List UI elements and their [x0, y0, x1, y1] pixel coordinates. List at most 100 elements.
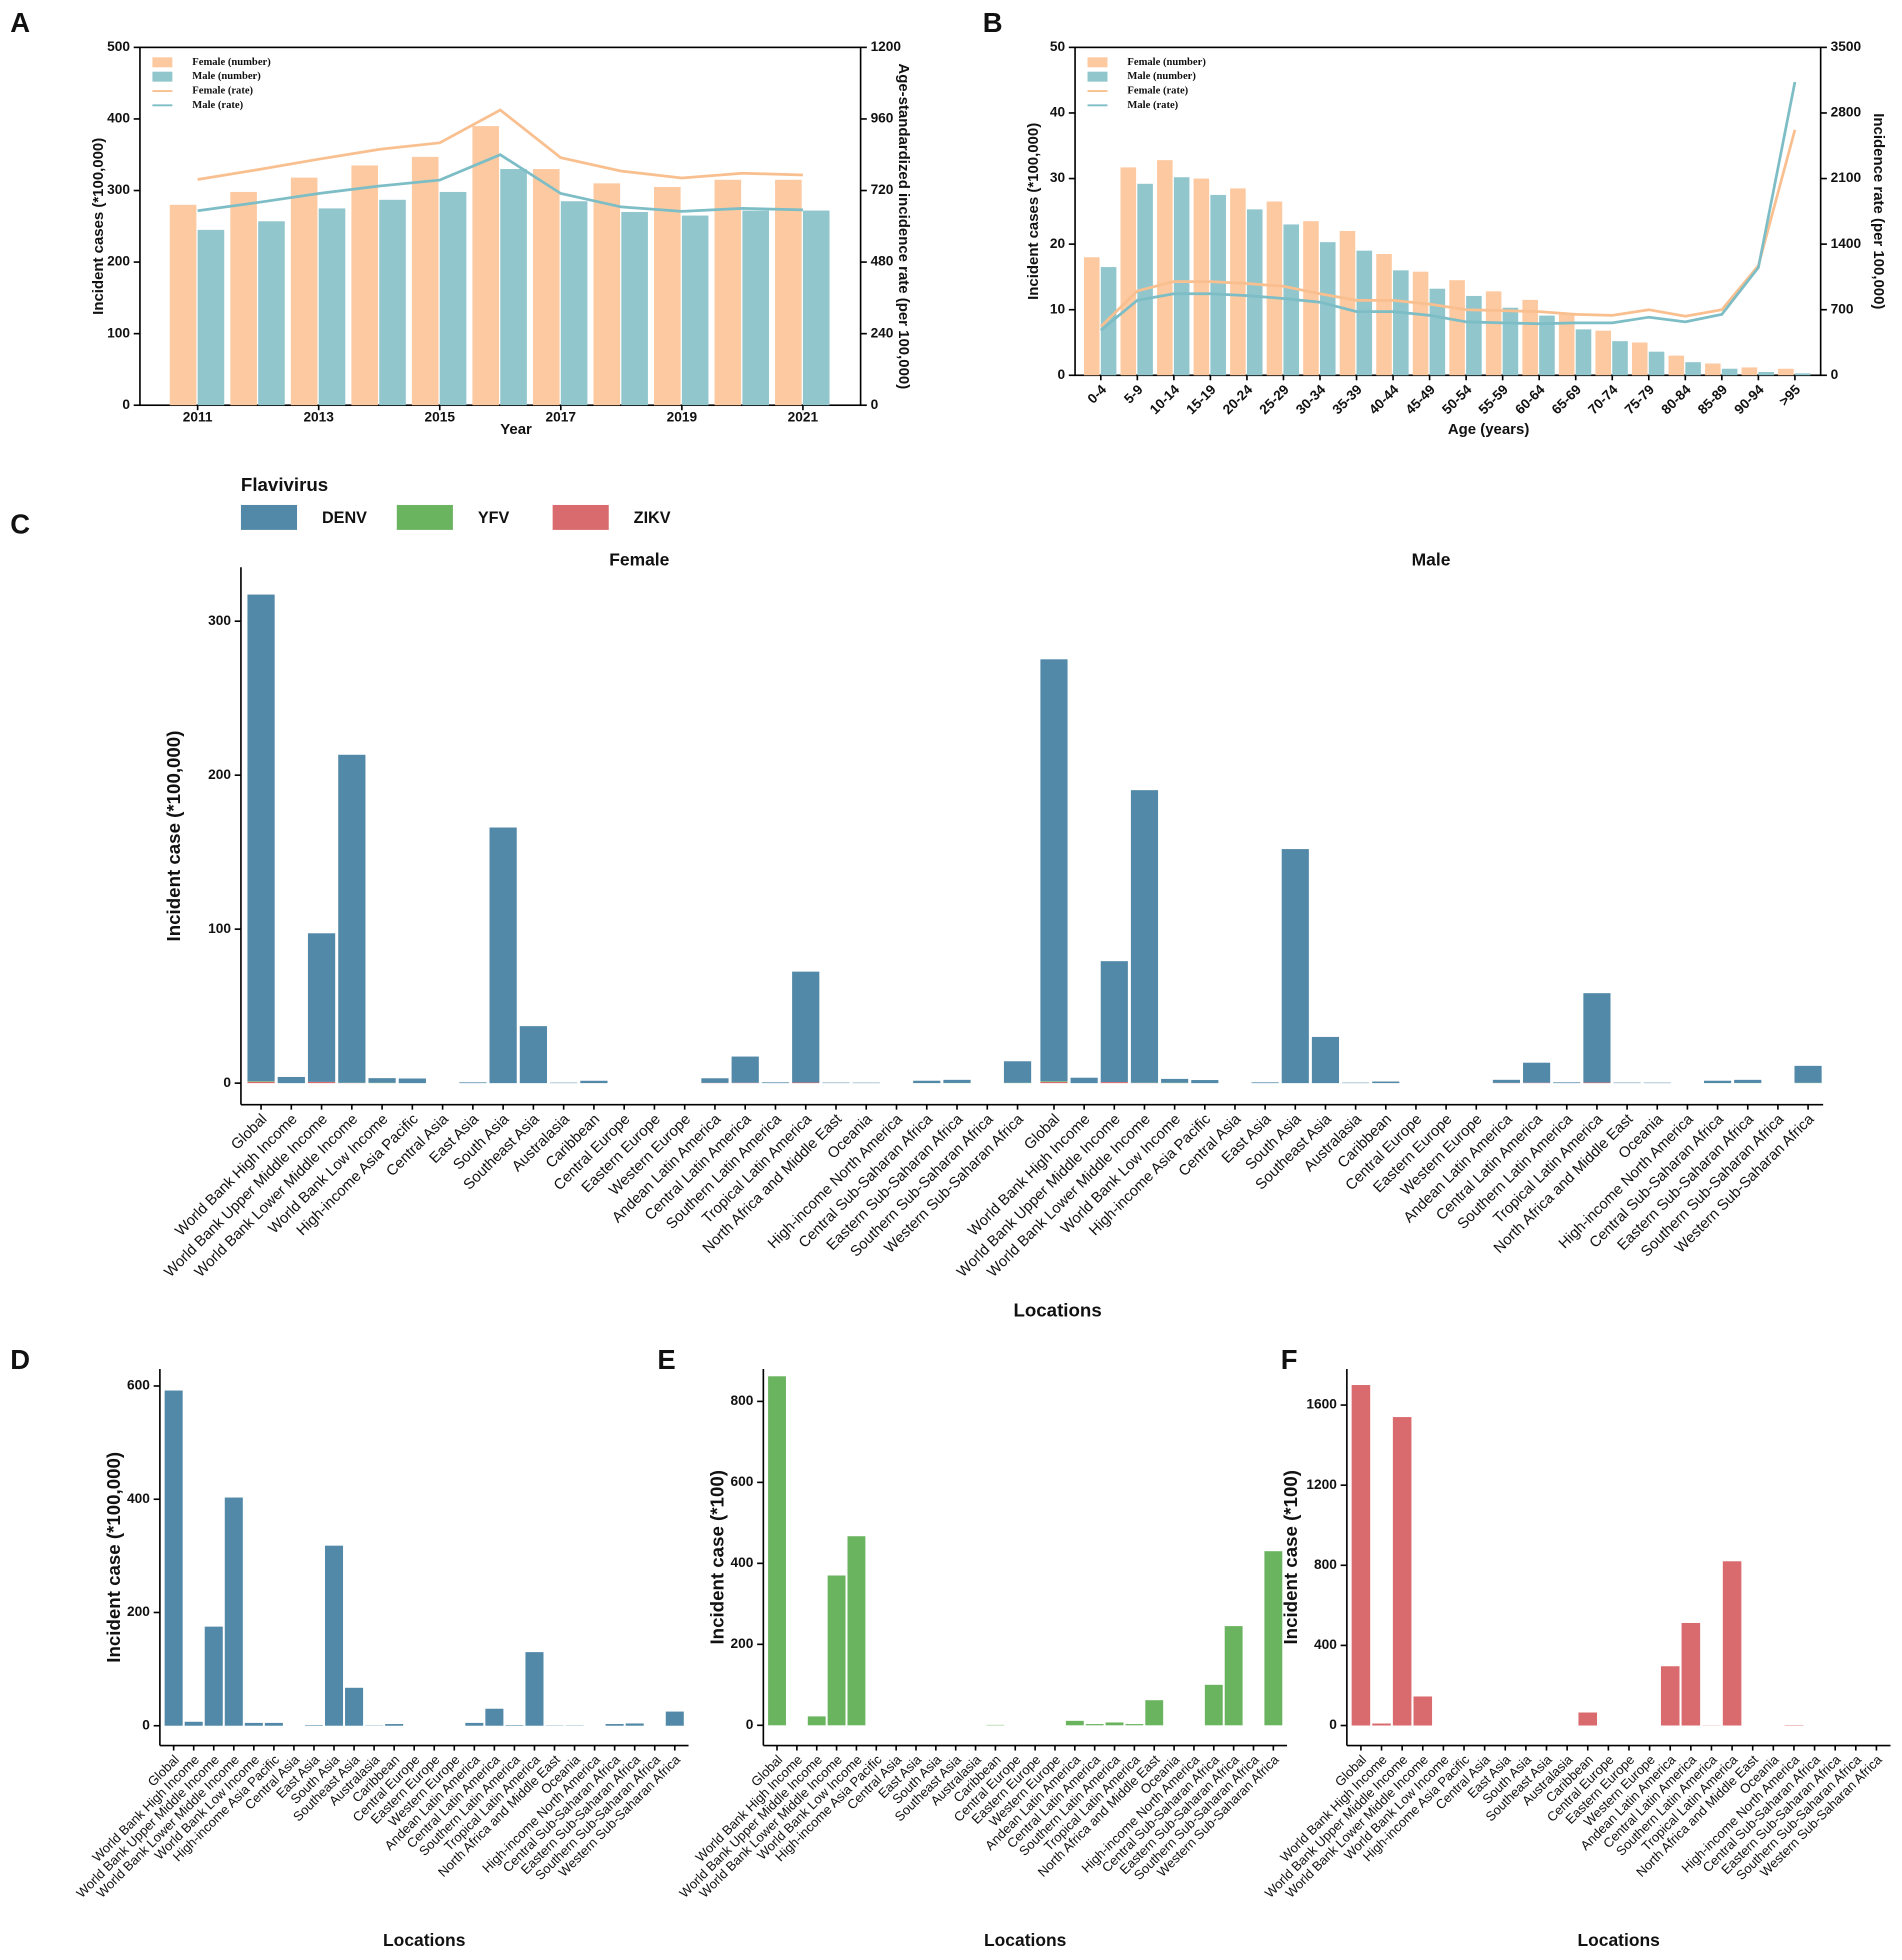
- y-axis-title: Incident case (*100,000): [163, 731, 184, 942]
- bar: [1303, 221, 1319, 376]
- legend-swatch: [1087, 57, 1108, 68]
- x-tick-label: 15-19: [1183, 382, 1219, 418]
- bar: [1157, 160, 1173, 376]
- stacked-bar: [1492, 1079, 1521, 1083]
- y2-tick-label: 720: [871, 182, 894, 197]
- y-tick-label: 100: [208, 921, 231, 936]
- bar: [1721, 368, 1738, 376]
- y-tick-label: 200: [127, 1604, 150, 1619]
- legend-label: Male (rate): [1127, 100, 1178, 111]
- bar: [1246, 209, 1263, 376]
- bar: [169, 204, 197, 406]
- x-tick-label: 0-4: [1085, 382, 1110, 407]
- stacked-bar: [701, 1078, 729, 1083]
- stacked-bar: [277, 1076, 305, 1084]
- stacked-bar: [307, 933, 336, 1082]
- y-axis-title: Incident cases (*100,000): [90, 138, 107, 315]
- y-axis-title: Incident cases (*100,000): [1025, 123, 1042, 300]
- bar: [625, 1723, 644, 1726]
- bar: [472, 126, 500, 406]
- bar: [258, 221, 285, 406]
- y-tick-label: 0: [142, 1717, 150, 1732]
- stacked-bar: [1100, 1082, 1128, 1084]
- bar: [605, 1724, 624, 1726]
- bar: [1502, 307, 1519, 376]
- y-tick-label: 20: [1050, 236, 1066, 251]
- legend-label: ZIKV: [634, 509, 671, 527]
- legend-label: Male (rate): [192, 100, 243, 111]
- bar: [1778, 368, 1794, 376]
- stacked-bar: [1040, 659, 1068, 1082]
- bar: [1539, 315, 1555, 376]
- bar: [1376, 253, 1392, 376]
- stacked-bar: [489, 827, 517, 1084]
- x-axis-title: Locations: [383, 1930, 465, 1950]
- stacked-bar: [1372, 1081, 1400, 1084]
- x-tick-label: 35-39: [1330, 382, 1366, 418]
- bar: [1668, 355, 1685, 376]
- bar: [1210, 194, 1226, 376]
- stacked-bar: [580, 1080, 608, 1084]
- y-tick-label: 0: [1057, 367, 1065, 382]
- y2-tick-label: 480: [871, 254, 894, 269]
- rate-line: [1099, 129, 1797, 328]
- bar: [439, 191, 467, 406]
- bar: [768, 1376, 786, 1726]
- y-tick-label: 200: [731, 1636, 754, 1651]
- bar: [742, 210, 769, 406]
- bar: [224, 1497, 243, 1726]
- x-tick-label: 10-14: [1147, 382, 1183, 418]
- stacked-bar: [459, 1082, 487, 1084]
- bar: [1575, 329, 1592, 376]
- bar: [1631, 342, 1648, 376]
- y2-tick-label: 1400: [1831, 236, 1862, 251]
- legend-label: Female (number): [192, 57, 271, 68]
- x-tick-label: 40-44: [1366, 382, 1402, 418]
- bar: [1193, 178, 1210, 376]
- y-tick-label: 1600: [1306, 1397, 1337, 1412]
- bar: [1393, 270, 1409, 376]
- facet-title: Male: [1412, 550, 1451, 570]
- stacked-bar: [761, 1082, 790, 1084]
- bar: [1758, 372, 1774, 376]
- x-tick-label: 80-84: [1658, 382, 1694, 418]
- bar: [1612, 341, 1628, 376]
- bar: [1145, 1700, 1164, 1726]
- stacked-bar: [307, 1081, 336, 1084]
- bar: [1120, 167, 1137, 376]
- bar: [714, 179, 742, 406]
- bar: [385, 1724, 404, 1726]
- y-tick-label: 300: [208, 613, 231, 628]
- x-tick-label: 85-89: [1695, 382, 1731, 418]
- x-tick-label: 55-59: [1476, 382, 1512, 418]
- bar: [681, 215, 709, 406]
- y-axis-title: Incident case (*100): [706, 1470, 727, 1645]
- stacked-bar: [1553, 1082, 1581, 1084]
- bar: [654, 186, 681, 406]
- x-tick-label: 30-34: [1293, 382, 1329, 418]
- panel-letter: B: [983, 7, 1003, 38]
- x-tick-label: 2013: [303, 409, 334, 424]
- bar: [345, 1687, 364, 1726]
- y-tick-label: 400: [127, 1491, 150, 1506]
- bar: [324, 1545, 344, 1726]
- bar: [847, 1536, 866, 1726]
- bar: [1372, 1723, 1391, 1726]
- x-tick-label: 60-64: [1512, 382, 1548, 418]
- y-tick-label: 200: [107, 254, 130, 269]
- panel-letter: C: [10, 508, 30, 539]
- bar: [230, 191, 257, 406]
- bar: [807, 1716, 826, 1726]
- stacked-bar: [1583, 993, 1611, 1083]
- x-tick-label: 25-29: [1256, 382, 1292, 418]
- bar: [1412, 271, 1429, 376]
- y-axis-title: Incident case (*100): [1280, 1470, 1301, 1645]
- y-axis-title: Incident case (*100,000): [103, 1452, 124, 1663]
- bar: [1413, 1696, 1433, 1726]
- panel-letter: D: [10, 1344, 30, 1375]
- bar: [1084, 257, 1100, 376]
- bar: [197, 229, 225, 406]
- bar: [1173, 177, 1190, 376]
- bar: [379, 199, 406, 406]
